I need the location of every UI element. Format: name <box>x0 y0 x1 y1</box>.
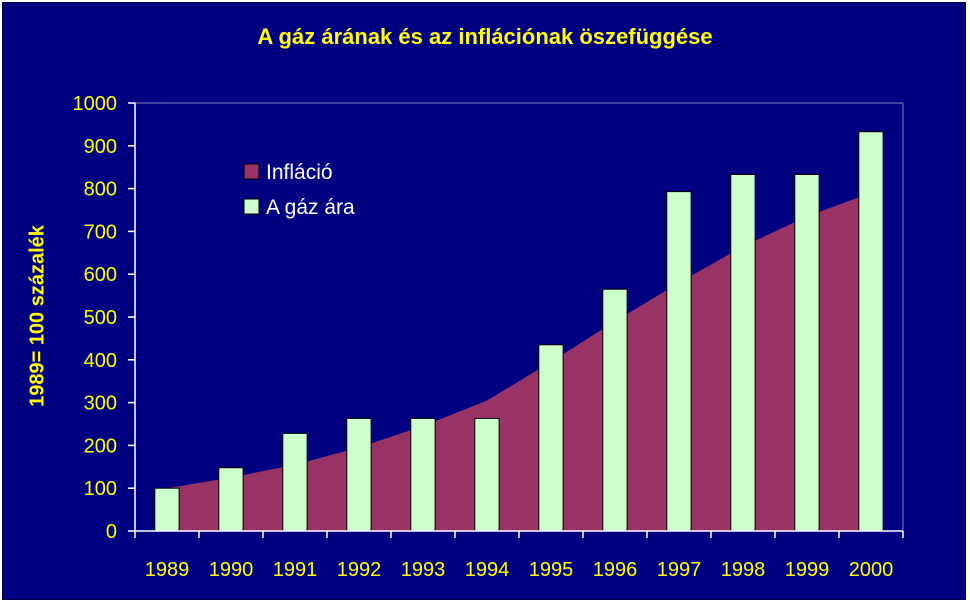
x-tick-label: 1990 <box>209 559 254 581</box>
x-tick-label: 1996 <box>593 559 638 581</box>
y-tick-label: 100 <box>84 478 117 500</box>
x-tick-label: 2000 <box>849 559 894 581</box>
x-tick-label: 1994 <box>465 559 510 581</box>
x-tick-label: 1997 <box>657 559 702 581</box>
y-tick-label: 500 <box>84 307 117 329</box>
x-tick-label: 1998 <box>721 559 766 581</box>
x-tick-label: 1995 <box>529 559 574 581</box>
bar-gaz-ara-1989 <box>154 487 180 532</box>
y-tick-label: 200 <box>84 435 117 457</box>
area-series-inflacio <box>167 192 871 531</box>
x-tick-label: 1991 <box>273 559 318 581</box>
y-tick-label: 1000 <box>73 93 118 115</box>
x-tick-label: 1993 <box>401 559 446 581</box>
bar-gaz-ara-1999 <box>794 174 820 532</box>
y-tick-label: 900 <box>84 136 117 158</box>
x-tick-label: 1989 <box>145 559 190 581</box>
legend-label-inflacio: Infláció <box>266 161 333 184</box>
bar-gaz-ara-1994 <box>474 417 500 532</box>
x-tick-label: 1992 <box>337 559 382 581</box>
bar-gaz-ara-1990 <box>218 467 244 532</box>
x-tick-label: 1999 <box>785 559 830 581</box>
y-tick-label: 400 <box>84 350 117 372</box>
chart-title: A gáz árának és az inflációnak öszefüggé… <box>257 24 713 49</box>
y-tick-label: 600 <box>84 264 117 286</box>
bar-gaz-ara-1992 <box>346 417 372 532</box>
y-tick-label: 300 <box>84 393 117 415</box>
bar-gaz-ara-2000 <box>858 131 884 532</box>
y-tick-label: 0 <box>106 521 117 543</box>
legend-label-gaz-ara: A gáz ára <box>266 196 355 219</box>
legend-swatch-inflacio <box>243 163 260 180</box>
bar-gaz-ara-1997 <box>666 191 692 532</box>
bar-gaz-ara-1993 <box>410 417 436 532</box>
bar-gaz-ara-1996 <box>602 288 628 532</box>
bar-gaz-ara-1991 <box>282 432 308 532</box>
bar-gaz-ara-1995 <box>538 344 564 532</box>
legend-swatch-gaz-ara <box>243 198 260 215</box>
y-tick-label: 700 <box>84 221 117 243</box>
bar-gaz-ara-1998 <box>730 174 756 532</box>
y-tick-label: 800 <box>84 179 117 201</box>
